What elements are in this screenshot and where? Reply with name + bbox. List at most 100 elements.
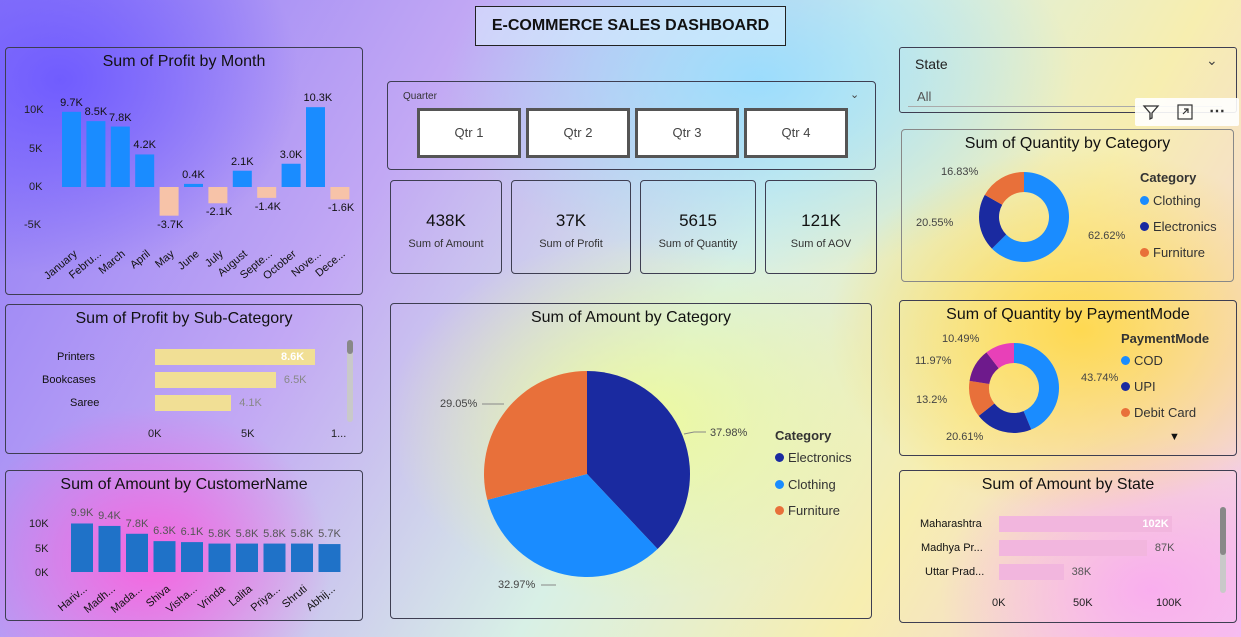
amount-by-state-title: Sum of Amount by State xyxy=(981,476,1155,493)
amount-by-customer-panel[interactable]: Sum of Amount by CustomerName xyxy=(5,470,363,621)
profit-month-bar[interactable] xyxy=(232,170,252,187)
customer-bar[interactable] xyxy=(181,542,203,572)
profit-month-bar[interactable] xyxy=(330,187,350,200)
subcategory-bar[interactable] xyxy=(155,349,315,365)
customer-bar[interactable] xyxy=(153,541,176,572)
state-data-label: 102K xyxy=(1142,518,1169,530)
legend-label: COD xyxy=(1134,353,1163,368)
legend-dot xyxy=(775,453,784,462)
quantity-by-payment-donut[interactable] xyxy=(967,341,1061,435)
profit-by-month-chart[interactable] xyxy=(0,0,350,216)
profit-month-bar[interactable] xyxy=(159,187,179,216)
profit-month-bar[interactable] xyxy=(184,183,203,187)
customer-bar[interactable] xyxy=(236,543,258,572)
profit-by-subcategory-panel[interactable]: Sum of Profit by Sub-Category xyxy=(5,304,363,454)
quarter-button-qtr4[interactable]: Qtr 4 xyxy=(744,108,848,158)
state-scroll-thumb[interactable] xyxy=(1220,507,1226,555)
profit-month-bar[interactable] xyxy=(135,154,155,187)
quarter-button-qtr3[interactable]: Qtr 3 xyxy=(635,108,739,158)
customer-data-label: 7.8K xyxy=(125,517,149,530)
quantity-by-category-panel[interactable]: Sum of Quantity by Category xyxy=(901,129,1234,282)
amount-category-slice[interactable] xyxy=(587,371,690,549)
legend-item-debit-card[interactable]: Debit Card xyxy=(1121,405,1196,420)
profit-month-bar[interactable] xyxy=(62,111,81,187)
legend-item-furniture[interactable]: Furniture xyxy=(1140,245,1205,260)
amount-by-category-pie[interactable] xyxy=(483,370,691,578)
profit-month-data-label: -3.7K xyxy=(157,218,184,231)
state-bar[interactable] xyxy=(999,516,1173,532)
state-bar[interactable] xyxy=(999,540,1147,556)
amount-category-slice[interactable] xyxy=(484,371,587,500)
kpi-card-quantity[interactable]: 5615 Sum of Quantity xyxy=(640,180,756,274)
profit-month-bar[interactable] xyxy=(86,121,106,187)
customer-bar[interactable] xyxy=(291,543,313,572)
quantity-by-payment-panel[interactable]: Sum of Quantity by PaymentMode xyxy=(899,300,1237,456)
profit-month-bar[interactable] xyxy=(257,187,277,198)
profit-month-bar[interactable] xyxy=(208,187,228,204)
legend-label: Clothing xyxy=(788,477,836,492)
profit-month-data-label: 10.3K xyxy=(303,92,333,105)
customer-bar[interactable] xyxy=(71,523,93,572)
quantity-by-category-donut[interactable] xyxy=(977,170,1071,264)
profit-month-bar[interactable] xyxy=(110,126,130,187)
state-bar[interactable] xyxy=(999,564,1064,580)
payment-mode-slice[interactable] xyxy=(978,403,1032,433)
kpi-value: 121K xyxy=(801,211,841,230)
legend-item-furniture[interactable]: Furniture xyxy=(775,503,840,518)
customer-bar[interactable] xyxy=(98,525,121,572)
more-options-icon[interactable]: ⋯ xyxy=(1209,103,1225,120)
profit-by-month-panel[interactable]: Sum of Profit by Month xyxy=(5,47,363,295)
state-dropdown-value: All xyxy=(917,89,932,104)
customer-data-label: 5.8K xyxy=(235,527,259,540)
amount-by-category-panel[interactable]: Sum of Amount by Category xyxy=(390,303,872,619)
legend-item-upi[interactable]: UPI xyxy=(1121,379,1156,394)
payment-mode-slice[interactable] xyxy=(986,343,1014,369)
amount-by-customer-chart[interactable] xyxy=(0,0,341,572)
legend-item-clothing[interactable]: Clothing xyxy=(775,477,836,492)
customer-data-label: 5.8K xyxy=(290,527,314,540)
filter-icon[interactable] xyxy=(1142,103,1160,121)
kpi-value: 438K xyxy=(426,211,466,230)
kpi-card-aov[interactable]: 121K Sum of AOV xyxy=(765,180,877,274)
customer-bar[interactable] xyxy=(126,533,148,572)
donut-label: 20.61% xyxy=(946,431,984,443)
kpi-card-profit[interactable]: 37K Sum of Profit xyxy=(511,180,631,274)
amount-by-state-panel[interactable]: Sum of Amount by State xyxy=(899,470,1237,623)
subcategory-name: Printers xyxy=(57,351,95,363)
quantity-category-slice[interactable] xyxy=(979,194,1007,249)
state-dropdown[interactable]: All xyxy=(908,82,1222,107)
legend-item-clothing[interactable]: Clothing xyxy=(1140,193,1201,208)
chevron-down-icon[interactable]: ⌄ xyxy=(850,89,860,101)
subcategory-bar[interactable] xyxy=(155,395,232,411)
amount-category-slice[interactable] xyxy=(487,474,658,577)
legend-item-cod[interactable]: COD xyxy=(1121,353,1163,368)
pie-label: 32.97% xyxy=(498,579,536,591)
legend-title: Category xyxy=(775,428,832,443)
customer-data-label: 6.1K xyxy=(180,526,204,539)
quantity-category-slice[interactable] xyxy=(991,172,1069,262)
payment-mode-slice[interactable] xyxy=(969,380,995,416)
profit-month-bar[interactable] xyxy=(306,107,325,187)
customer-bar[interactable] xyxy=(208,543,231,572)
customer-bar[interactable] xyxy=(318,544,341,572)
subcategory-bar[interactable] xyxy=(155,372,276,388)
legend-item-electronics[interactable]: Electronics xyxy=(775,450,852,465)
quarter-button-qtr2[interactable]: Qtr 2 xyxy=(526,108,630,158)
customer-bar[interactable] xyxy=(263,543,286,572)
profit-month-data-label: 9.7K xyxy=(60,96,83,109)
payment-mode-slice[interactable] xyxy=(969,352,999,385)
chevron-down-icon[interactable]: ⌄ xyxy=(1206,52,1218,68)
subcategory-scroll-thumb[interactable] xyxy=(347,340,353,354)
subcategory-scrollbar[interactable] xyxy=(347,340,353,422)
state-slicer[interactable]: State ⌄ All xyxy=(899,47,1237,113)
quarter-slicer[interactable]: Quarter ⌄ xyxy=(387,81,876,170)
focus-mode-icon[interactable] xyxy=(1176,103,1194,121)
legend-dot xyxy=(1140,196,1149,205)
kpi-card-amount[interactable]: 438K Sum of Amount xyxy=(390,180,502,274)
legend-item-electronics[interactable]: Electronics xyxy=(1140,219,1217,234)
quantity-category-slice[interactable] xyxy=(984,172,1024,205)
legend-scroll-down-icon[interactable]: ▼ xyxy=(1169,431,1180,443)
profit-month-bar[interactable] xyxy=(281,163,301,187)
payment-mode-slice[interactable] xyxy=(1014,343,1059,430)
quarter-button-qtr1[interactable]: Qtr 1 xyxy=(417,108,521,158)
